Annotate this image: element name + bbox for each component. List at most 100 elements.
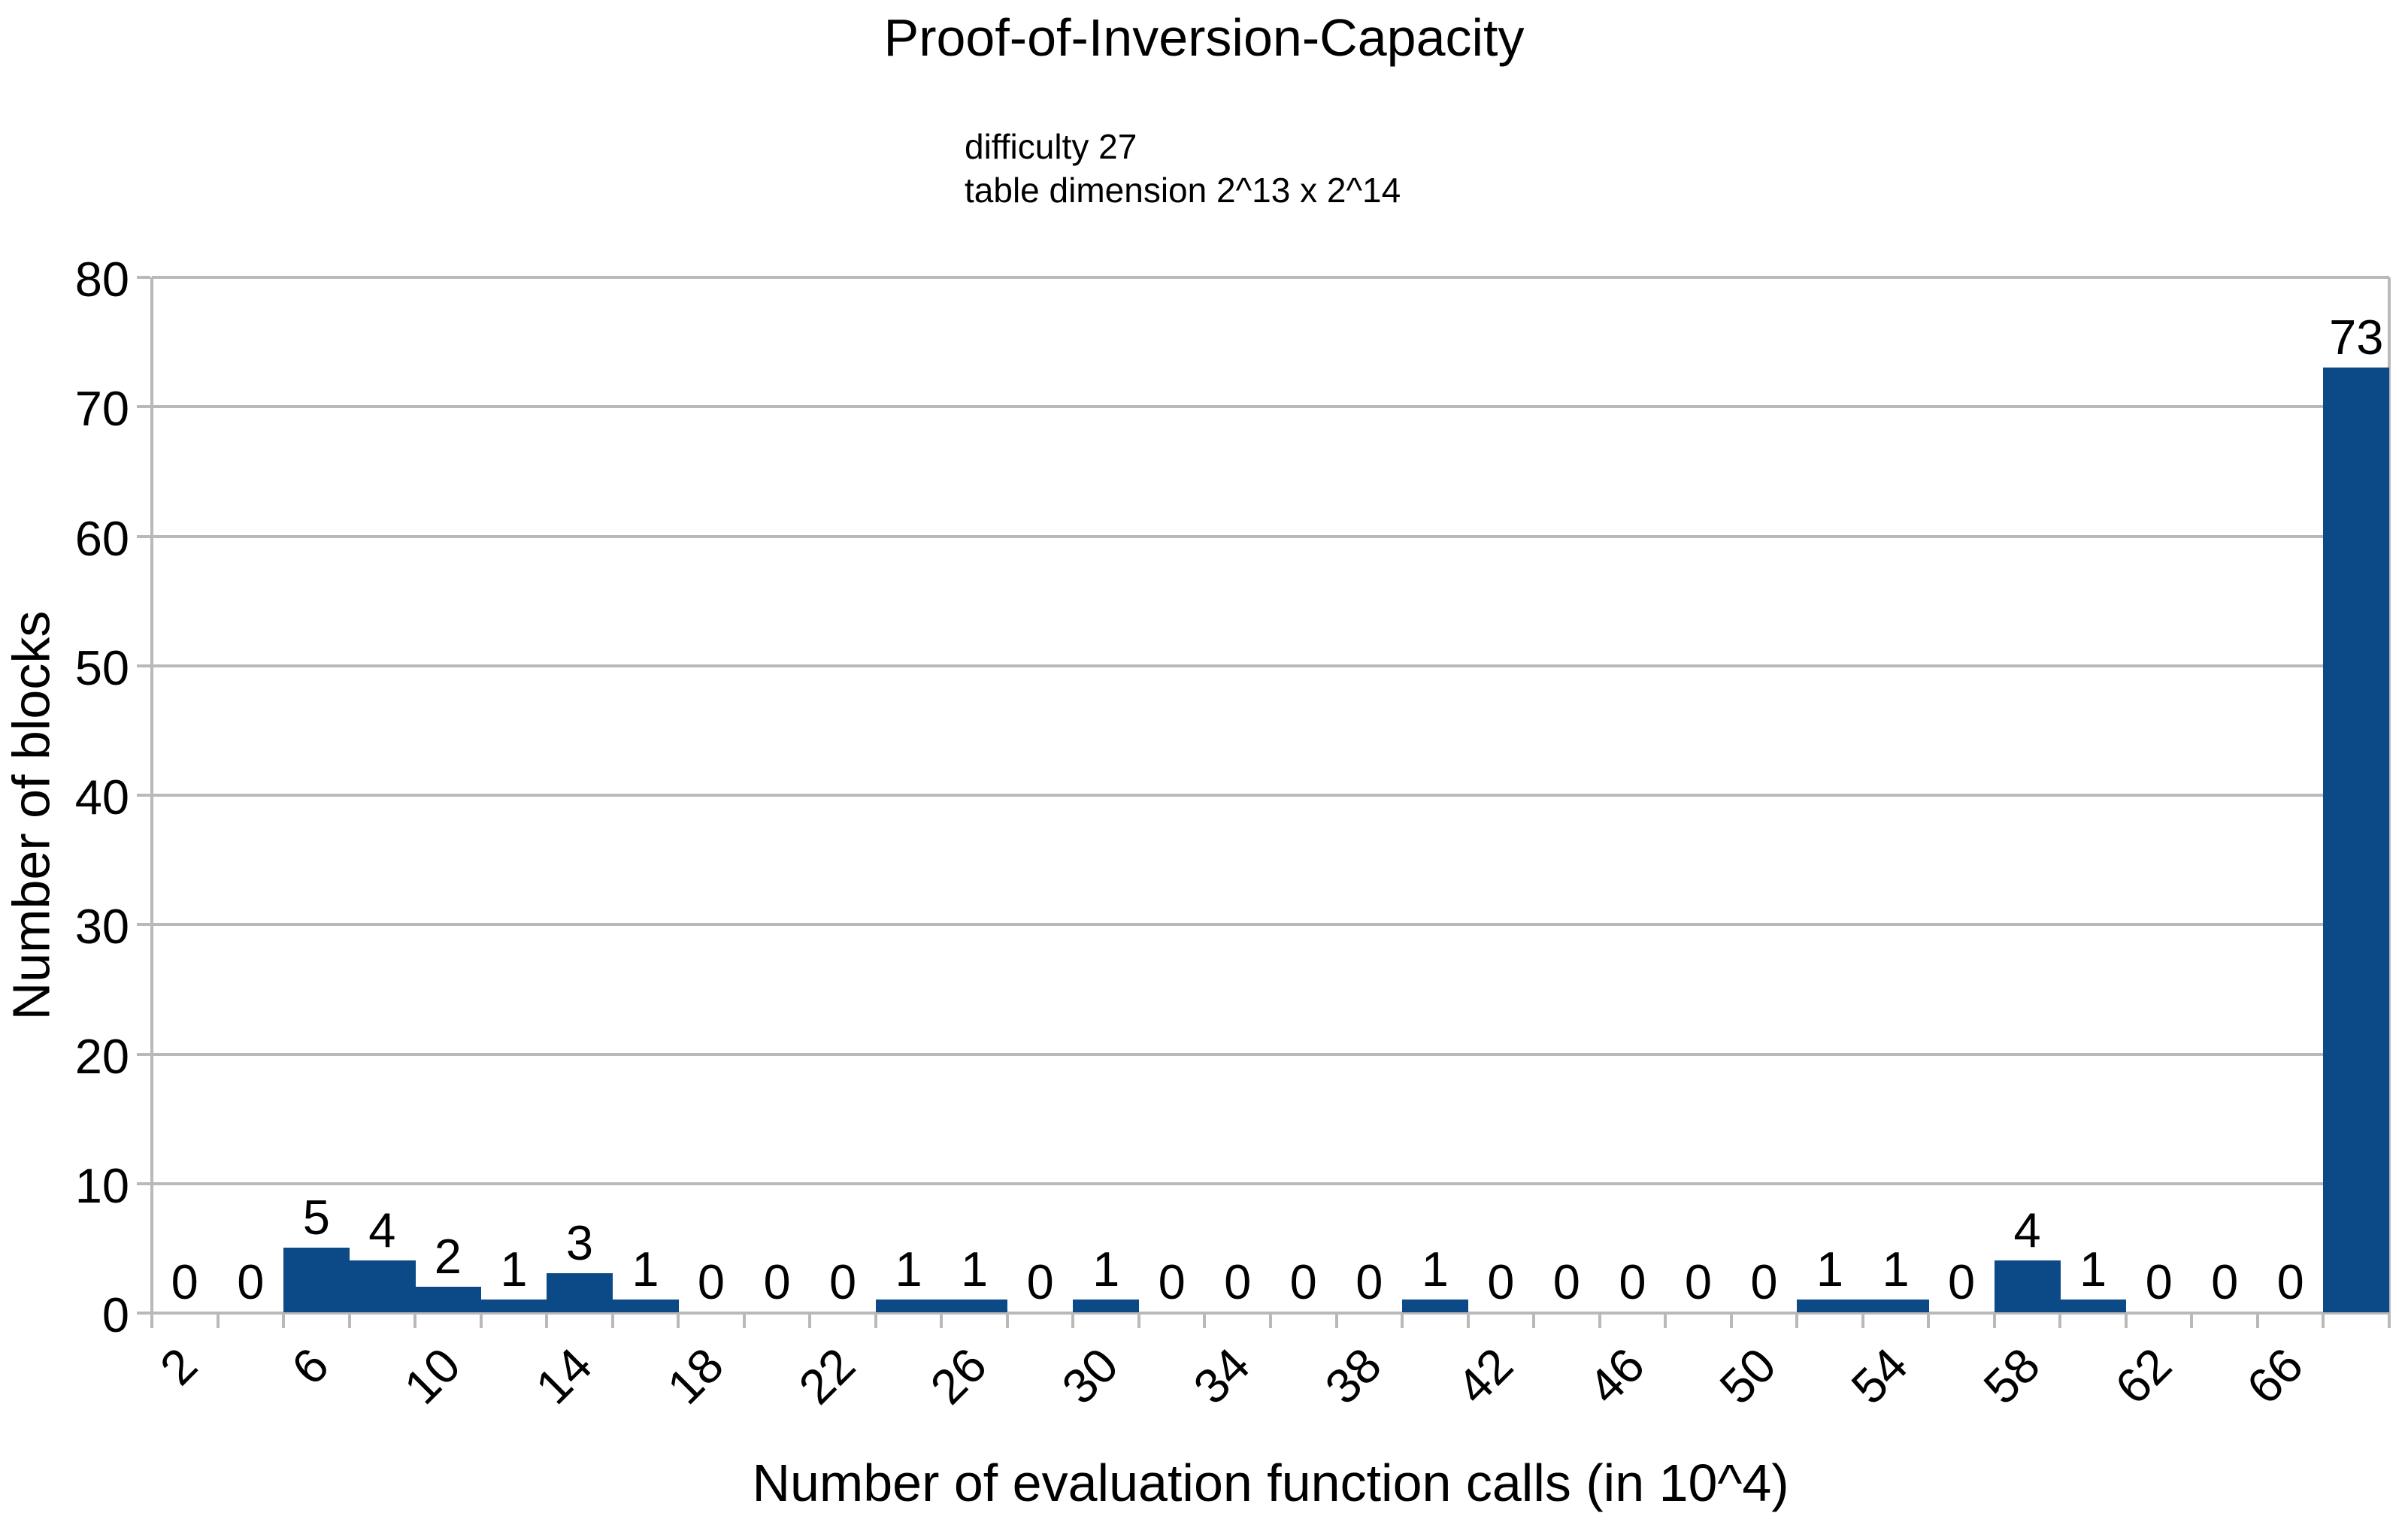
x-axis-line (150, 1312, 2391, 1315)
bar-value-label: 1 (895, 1241, 922, 1297)
x-tick-mark (1466, 1315, 1470, 1328)
x-tick-label: 46 (1577, 1337, 1655, 1415)
gridline (152, 923, 2389, 927)
bar-value-label: 0 (1026, 1254, 1054, 1309)
x-tick-mark (282, 1315, 286, 1328)
bar-value-label: 1 (1816, 1241, 1844, 1297)
bar-value-label: 0 (1224, 1254, 1252, 1309)
x-tick-mark (940, 1315, 944, 1328)
bar-value-label: 0 (2276, 1254, 2304, 1309)
subtitle-line-difficulty: difficulty 27 (965, 127, 1137, 166)
x-tick-mark (1795, 1315, 1799, 1328)
x-tick-label: 42 (1446, 1337, 1524, 1415)
bar-value-label: 0 (171, 1254, 198, 1309)
bar (1402, 1299, 1469, 1312)
bar-value-label: 0 (1158, 1254, 1186, 1309)
x-tick-label: 54 (1840, 1337, 1919, 1415)
y-tick-label: 80 (74, 252, 129, 307)
x-tick-mark (2255, 1315, 2259, 1328)
y-tick-mark (137, 276, 150, 279)
bar-value-label: 4 (2013, 1203, 2041, 1258)
bar (283, 1247, 350, 1312)
x-tick-mark (742, 1315, 746, 1328)
x-tick-label: 34 (1183, 1337, 1261, 1415)
x-tick-mark (150, 1315, 153, 1328)
bar-value-label: 3 (565, 1215, 594, 1271)
x-tick-mark (545, 1315, 549, 1328)
x-tick-label: 6 (280, 1337, 339, 1396)
x-tick-label: 14 (525, 1337, 602, 1415)
x-tick-mark (216, 1315, 220, 1328)
x-tick-label: 22 (788, 1337, 866, 1415)
y-tick-mark (137, 1052, 150, 1056)
gridline (152, 1052, 2389, 1056)
x-tick-mark (1532, 1315, 1536, 1328)
x-tick-mark (1861, 1315, 1864, 1328)
x-tick-mark (1664, 1315, 1667, 1328)
x-tick-mark (677, 1315, 680, 1328)
x-tick-mark (1992, 1315, 1996, 1328)
bar-value-label: 0 (1750, 1254, 1778, 1309)
x-tick-mark (874, 1315, 877, 1328)
bar-value-label: 2 (434, 1228, 462, 1284)
y-tick-mark (137, 405, 150, 409)
bar-value-label: 5 (302, 1189, 330, 1245)
bar (1994, 1260, 2061, 1312)
x-tick-mark (808, 1315, 812, 1328)
gridline (152, 276, 2389, 279)
bar-value-label: 1 (1421, 1241, 1449, 1297)
x-tick-label: 18 (656, 1337, 735, 1415)
bar-value-label: 0 (2211, 1254, 2239, 1309)
y-tick-label: 10 (74, 1157, 129, 1213)
subtitle-line-table-dimension: table dimension 2^13 x 2^14 (965, 171, 1401, 210)
bar-value-label: 0 (1552, 1254, 1580, 1309)
bar (415, 1286, 482, 1312)
y-tick-label: 40 (74, 770, 129, 825)
bar (612, 1299, 679, 1312)
y-axis-title: Number of blocks (2, 610, 61, 1021)
x-tick-label: 26 (919, 1337, 998, 1415)
x-tick-label: 2 (149, 1337, 207, 1396)
gridline (152, 794, 2389, 797)
bar-value-label: 4 (368, 1203, 396, 1258)
x-tick-label: 30 (1051, 1337, 1129, 1415)
y-tick-label: 70 (74, 381, 129, 437)
gridline (152, 1182, 2389, 1185)
bar-value-label: 0 (1619, 1254, 1646, 1309)
y-tick-label: 50 (74, 640, 129, 695)
x-tick-mark (1269, 1315, 1272, 1328)
bar-value-label: 1 (1092, 1241, 1120, 1297)
x-tick-mark (413, 1315, 417, 1328)
bar-value-label: 1 (632, 1241, 659, 1297)
bar-value-label: 0 (1684, 1254, 1713, 1309)
bar-value-label: 0 (1947, 1254, 1976, 1309)
bar (547, 1273, 613, 1312)
bar-value-label: 0 (697, 1254, 725, 1309)
bar-value-label: 0 (1487, 1254, 1515, 1309)
x-tick-label: 38 (1314, 1337, 1392, 1415)
chart-title: Proof-of-Inversion-Capacity (883, 8, 1525, 67)
x-tick-mark (2124, 1315, 2128, 1328)
x-tick-mark (1598, 1315, 1601, 1328)
gridline (152, 405, 2389, 409)
bar (941, 1299, 1008, 1312)
y-axis-line (150, 277, 153, 1315)
x-tick-mark (1927, 1315, 1931, 1328)
x-tick-mark (2058, 1315, 2062, 1328)
bar-value-label: 0 (237, 1254, 265, 1309)
x-tick-mark (1071, 1315, 1075, 1328)
x-tick-mark (479, 1315, 483, 1328)
bar-value-label: 1 (1882, 1241, 1910, 1297)
bar (1862, 1299, 1929, 1312)
bar-value-label: 73 (2329, 309, 2384, 365)
bar (349, 1260, 416, 1312)
x-tick-mark (1137, 1315, 1140, 1328)
x-tick-mark (1005, 1315, 1009, 1328)
bar (1797, 1299, 1864, 1312)
y-tick-label: 20 (74, 1028, 129, 1084)
x-tick-mark (2388, 1315, 2391, 1328)
x-tick-mark (2322, 1315, 2325, 1328)
bar (2060, 1299, 2127, 1312)
bar-value-label: 0 (1289, 1254, 1317, 1309)
bar-value-label: 0 (2145, 1254, 2173, 1309)
